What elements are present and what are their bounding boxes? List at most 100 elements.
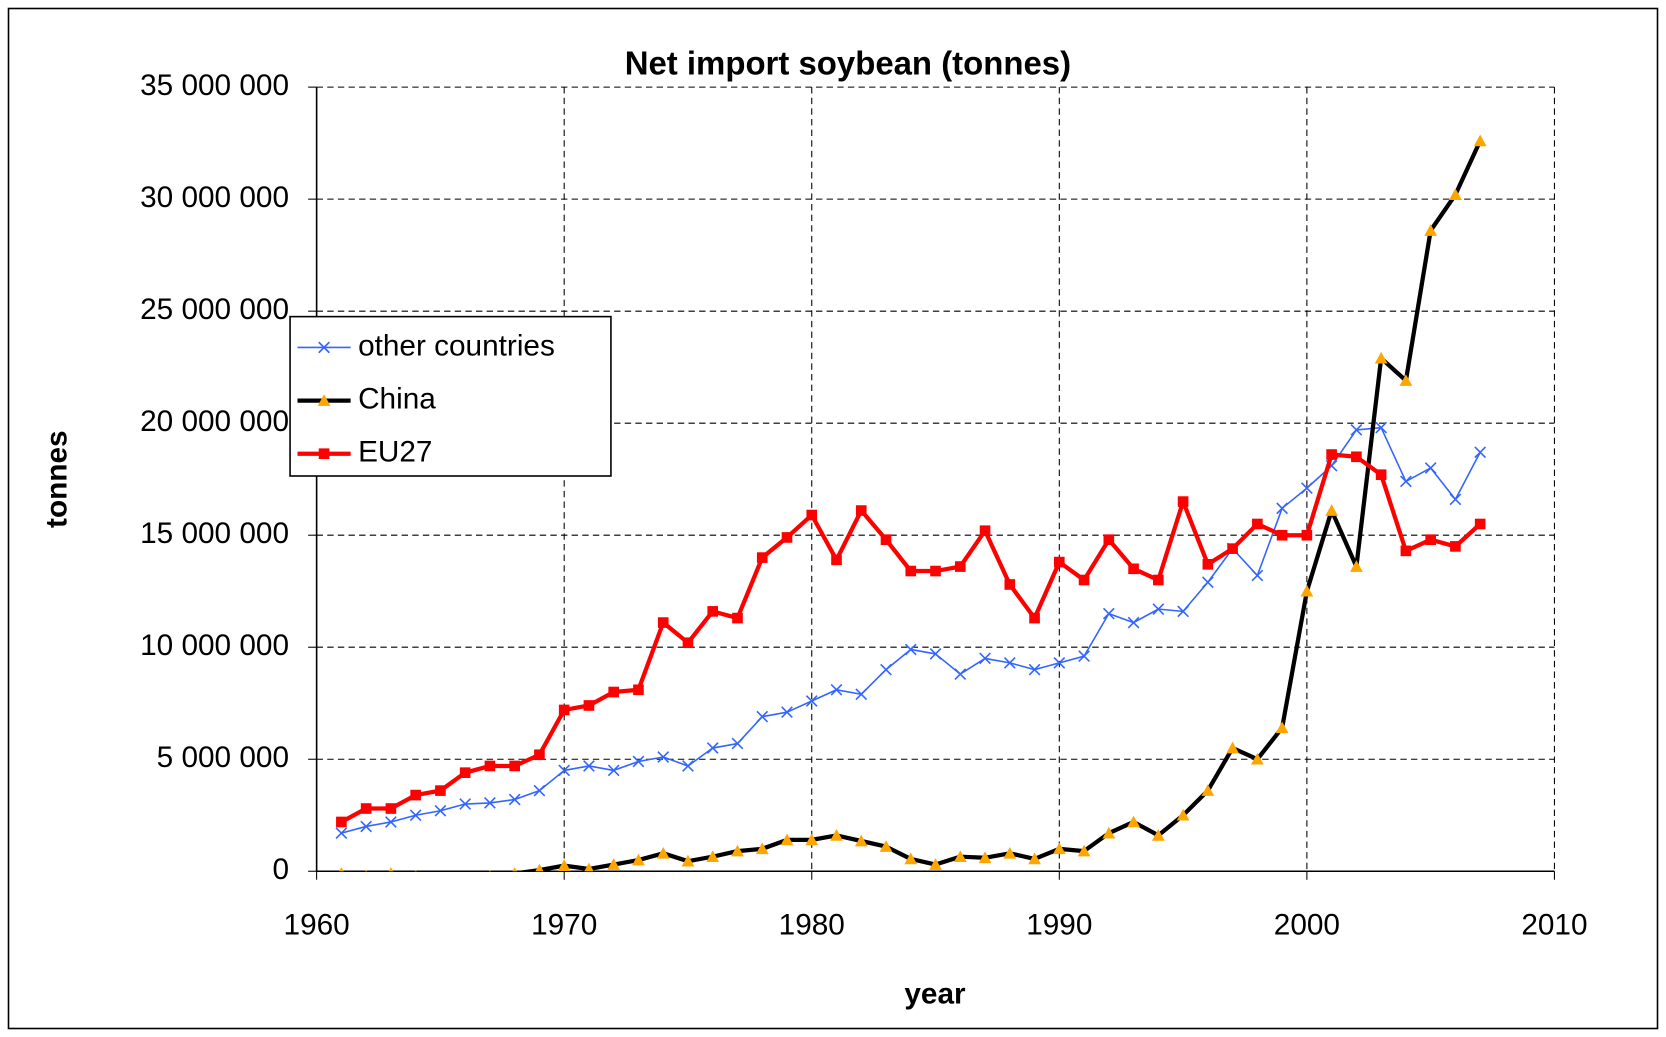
point xyxy=(929,648,942,660)
point xyxy=(806,509,818,521)
point xyxy=(682,637,694,649)
point xyxy=(1474,518,1486,530)
point xyxy=(954,561,966,572)
y-tick-label: 20 000 000 xyxy=(140,405,289,438)
point xyxy=(385,816,397,828)
point xyxy=(1350,424,1363,436)
point xyxy=(681,854,695,867)
point xyxy=(434,804,447,817)
point xyxy=(1151,829,1165,841)
point xyxy=(1003,657,1016,669)
point xyxy=(780,833,794,846)
point xyxy=(1176,808,1190,821)
point xyxy=(360,820,373,833)
point xyxy=(831,554,842,566)
legend-marker xyxy=(318,341,330,354)
point xyxy=(1102,607,1115,620)
y-tick-label: 5 000 000 xyxy=(157,741,289,774)
point xyxy=(1052,842,1066,855)
point xyxy=(1251,569,1264,582)
point xyxy=(1152,603,1165,616)
point xyxy=(904,852,918,865)
point xyxy=(656,846,670,859)
point xyxy=(1127,616,1140,629)
point xyxy=(953,850,967,863)
point xyxy=(1424,462,1437,474)
point xyxy=(1400,545,1412,557)
point xyxy=(410,789,421,801)
x-axis-label: year xyxy=(904,977,966,1010)
point xyxy=(1053,657,1066,669)
point xyxy=(534,749,545,761)
point xyxy=(1003,846,1017,859)
point xyxy=(706,850,720,863)
point xyxy=(1177,496,1189,507)
point xyxy=(488,869,491,872)
point xyxy=(1276,529,1288,541)
point xyxy=(360,803,372,814)
point xyxy=(1276,502,1288,515)
legend: other countries China EU27 xyxy=(289,315,612,477)
point xyxy=(657,751,670,763)
point xyxy=(632,755,645,768)
point xyxy=(657,617,669,628)
point xyxy=(435,785,446,796)
point xyxy=(1425,534,1436,545)
point xyxy=(904,643,917,656)
point xyxy=(954,668,967,680)
point xyxy=(1375,469,1387,481)
point xyxy=(1449,188,1462,200)
plot-area xyxy=(335,134,1487,872)
point xyxy=(805,695,818,707)
point xyxy=(1103,534,1115,545)
y-tick-label: 35 000 000 xyxy=(140,69,289,102)
point xyxy=(558,764,571,777)
point xyxy=(557,859,571,871)
point xyxy=(1028,663,1041,676)
point xyxy=(607,858,621,870)
point xyxy=(1226,741,1239,754)
point xyxy=(756,710,769,723)
point xyxy=(755,842,769,855)
point xyxy=(1449,493,1462,506)
legend-marker xyxy=(317,394,331,406)
point xyxy=(1301,529,1313,541)
point xyxy=(484,797,496,809)
point xyxy=(1128,563,1139,575)
point xyxy=(508,793,521,806)
point xyxy=(1252,518,1263,530)
point xyxy=(1102,826,1116,839)
point xyxy=(535,863,544,872)
point xyxy=(1227,543,1238,554)
point xyxy=(1375,421,1388,434)
point xyxy=(979,652,991,665)
point xyxy=(731,844,744,857)
point xyxy=(583,760,595,772)
point xyxy=(1450,541,1461,552)
point xyxy=(414,869,417,872)
point xyxy=(855,688,868,701)
y-tick-label: 25 000 000 xyxy=(140,293,289,326)
point xyxy=(1474,446,1487,459)
point xyxy=(1153,574,1164,586)
point xyxy=(388,867,394,872)
legend-label: China xyxy=(358,382,436,415)
point xyxy=(1325,504,1339,516)
point xyxy=(781,532,793,543)
point xyxy=(1374,351,1388,364)
point xyxy=(459,767,471,778)
point xyxy=(1300,584,1314,597)
point xyxy=(1250,752,1264,765)
point xyxy=(1473,134,1487,147)
point xyxy=(1202,559,1214,570)
point xyxy=(607,764,620,777)
point xyxy=(756,552,768,563)
point xyxy=(1028,852,1041,865)
point xyxy=(512,867,517,872)
point xyxy=(336,816,347,828)
point xyxy=(1077,844,1091,857)
point xyxy=(484,760,496,772)
point xyxy=(1127,815,1140,828)
y-tick-label: 30 000 000 xyxy=(140,181,289,214)
